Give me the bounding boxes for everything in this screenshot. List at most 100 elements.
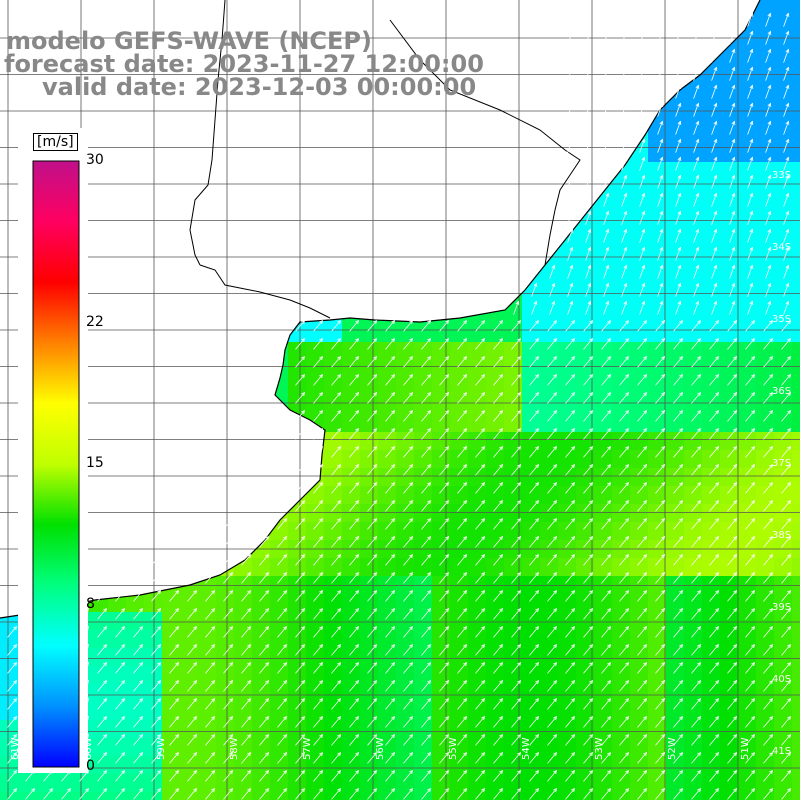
wind-arrow	[693, 12, 700, 27]
field-cell	[720, 738, 739, 757]
field-cell	[756, 360, 775, 379]
field-cell	[234, 720, 253, 739]
field-cell	[648, 486, 667, 505]
field-cell	[306, 594, 325, 613]
field-cell	[396, 756, 415, 775]
field-cell	[486, 360, 505, 379]
field-cell	[630, 180, 649, 199]
field-cell	[594, 504, 613, 523]
field-cell	[720, 468, 739, 487]
field-cell	[648, 648, 667, 667]
lat-label: 38S	[772, 530, 791, 541]
field-cell	[414, 594, 433, 613]
field-cell	[612, 684, 631, 703]
field-cell	[774, 684, 793, 703]
wind-arrow	[729, 30, 736, 45]
field-cell	[162, 774, 181, 793]
field-cell	[612, 666, 631, 685]
wind-arrow	[585, 30, 592, 45]
wind-arrow	[675, 12, 682, 27]
field-cell	[234, 756, 253, 775]
field-cell	[360, 360, 379, 379]
field-cell	[324, 360, 343, 379]
field-cell	[396, 504, 415, 523]
field-cell	[144, 720, 163, 739]
field-cell	[396, 684, 415, 703]
field-cell	[108, 648, 127, 667]
field-cell	[684, 306, 703, 325]
field-cell	[738, 774, 757, 793]
field-cell	[540, 432, 559, 451]
field-cell	[450, 324, 469, 343]
field-cell	[594, 738, 613, 757]
field-cell	[630, 378, 649, 397]
field-cell	[774, 252, 793, 271]
field-cell	[342, 684, 361, 703]
field-cell	[486, 774, 505, 793]
field-cell	[792, 288, 800, 307]
field-cell	[486, 324, 505, 343]
field-cell	[234, 630, 253, 649]
field-cell	[162, 612, 181, 631]
field-cell	[774, 486, 793, 505]
field-cell	[90, 612, 109, 631]
field-cell	[666, 144, 685, 163]
field-cell	[558, 612, 577, 631]
lon-label: 58W	[229, 737, 240, 760]
field-cell	[630, 342, 649, 361]
field-cell	[270, 792, 289, 800]
field-cell	[720, 774, 739, 793]
field-cell	[558, 270, 577, 289]
field-cell	[594, 216, 613, 235]
field-cell	[504, 450, 523, 469]
field-cell	[540, 378, 559, 397]
field-cell	[774, 18, 793, 37]
field-cell	[774, 288, 793, 307]
field-cell	[468, 396, 487, 415]
field-cell	[684, 522, 703, 541]
field-cell	[486, 342, 505, 361]
field-cell	[396, 648, 415, 667]
wind-arrow	[639, 48, 646, 63]
field-cell	[468, 522, 487, 541]
field-cell	[738, 270, 757, 289]
field-cell	[774, 324, 793, 343]
field-cell	[360, 378, 379, 397]
field-cell	[774, 180, 793, 199]
field-cell	[414, 756, 433, 775]
field-cell	[126, 684, 145, 703]
field-cell	[648, 432, 667, 451]
field-cell	[414, 720, 433, 739]
field-cell	[396, 450, 415, 469]
field-cell	[702, 774, 721, 793]
field-cell	[774, 738, 793, 757]
wind-arrow	[693, 66, 700, 81]
wind-arrow	[729, 48, 736, 63]
field-cell	[720, 234, 739, 253]
field-cell	[270, 630, 289, 649]
wind-arrow	[747, 30, 754, 45]
field-cell	[450, 486, 469, 505]
field-cell	[702, 504, 721, 523]
field-cell	[378, 684, 397, 703]
wind-arrow	[603, 138, 610, 153]
field-cell	[666, 324, 685, 343]
field-cell	[576, 774, 595, 793]
field-cell	[234, 684, 253, 703]
field-cell	[702, 360, 721, 379]
field-cell	[594, 396, 613, 415]
field-cell	[720, 342, 739, 361]
field-cell	[702, 702, 721, 721]
lat-label: 37S	[772, 458, 791, 469]
field-cell	[702, 450, 721, 469]
field-cell	[648, 306, 667, 325]
field-cell	[306, 522, 325, 541]
field-cell	[774, 594, 793, 613]
field-cell	[504, 378, 523, 397]
field-cell	[738, 414, 757, 433]
field-cell	[378, 792, 397, 800]
field-cell	[720, 486, 739, 505]
field-cell	[504, 666, 523, 685]
colorbar-tick-label: 0	[86, 758, 95, 774]
